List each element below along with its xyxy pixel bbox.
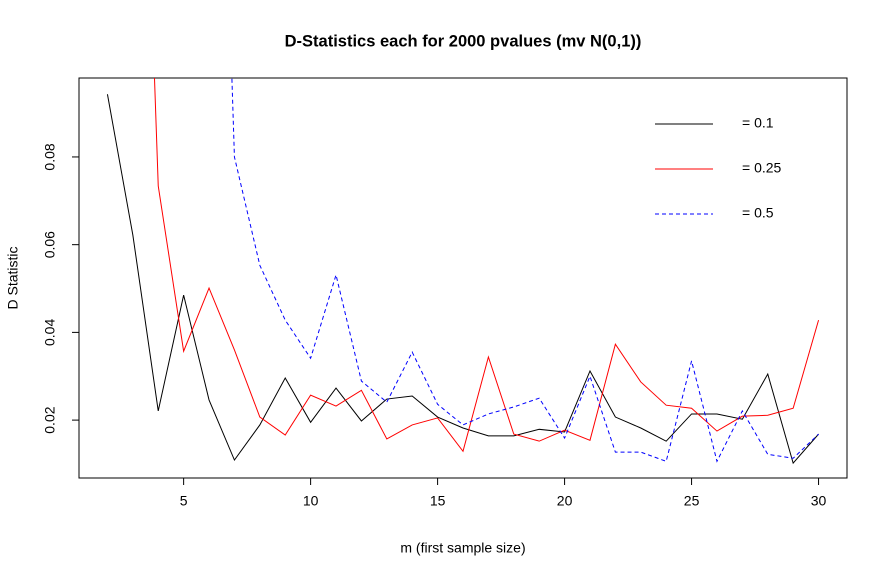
y-tick-label: 0.04 [42, 319, 58, 346]
plot-area [106, 78, 820, 465]
x-tick-label: 10 [303, 493, 319, 509]
legend-label: = 0.25 [742, 160, 782, 176]
x-tick-label: 25 [684, 493, 700, 509]
y-tick-label: 0.06 [42, 231, 58, 258]
x-tick-label: 30 [811, 493, 827, 509]
series-line [106, 94, 819, 465]
legend-label: = 0.1 [742, 115, 774, 131]
plot-frame [78, 77, 848, 479]
y-tick-label: 0.02 [42, 406, 58, 433]
x-tick-label: 15 [430, 493, 446, 509]
y-axis-label: D Statistic [5, 246, 21, 309]
x-tick-label: 20 [557, 493, 573, 509]
x-tick-label: 5 [180, 493, 188, 509]
legend-label: = 0.5 [742, 205, 774, 221]
series-line [153, 78, 820, 453]
x-axis-label: m (first sample size) [400, 540, 525, 556]
y-tick-label: 0.08 [42, 143, 58, 170]
chart-title: D-Statistics each for 2000 pvalues (mv N… [285, 32, 642, 50]
series-line [231, 78, 819, 463]
